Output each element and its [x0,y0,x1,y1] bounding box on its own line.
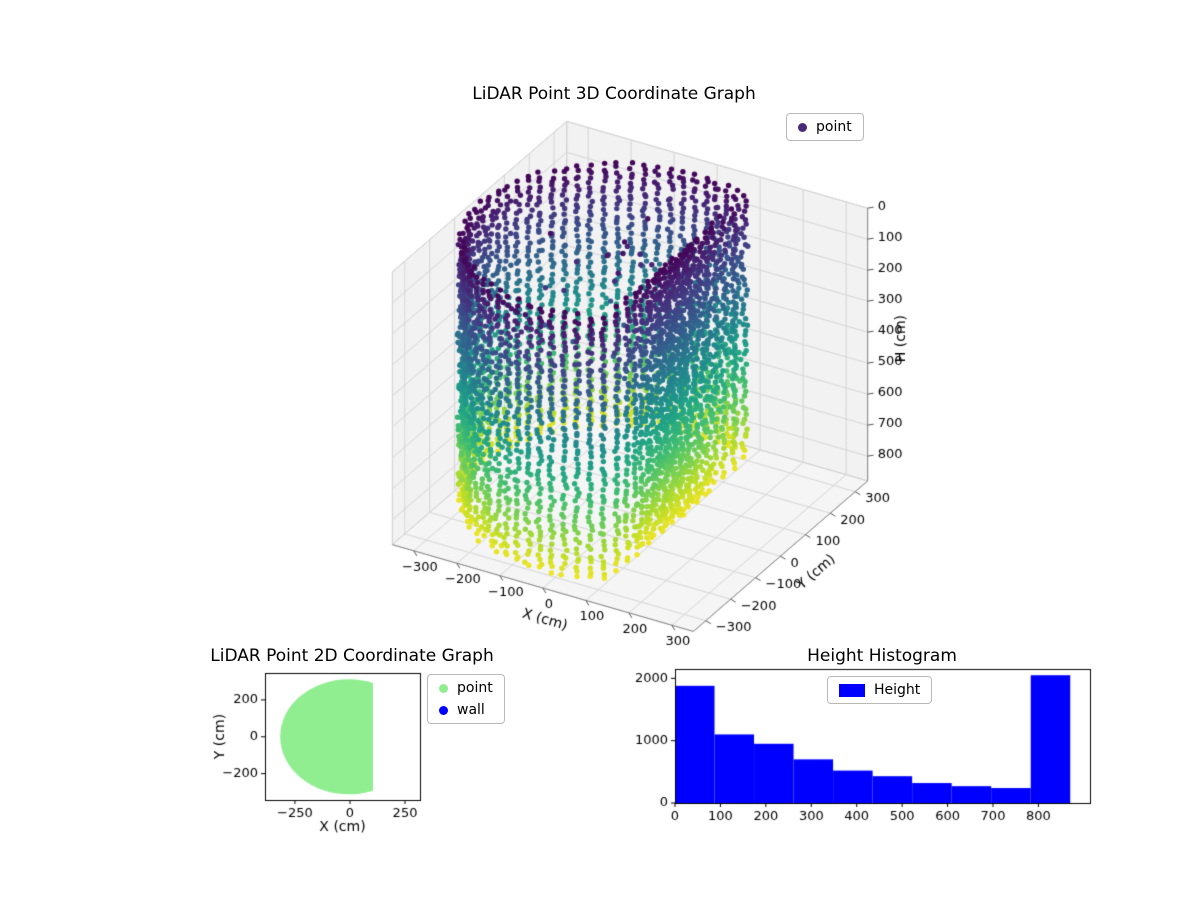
histogram-legend: Height [827,676,933,704]
legend-entry-wall: wall [439,701,493,719]
legend-label-point: point [816,119,852,135]
legend-entry-point: point [798,118,852,136]
histogram-title: Height Histogram [807,646,957,666]
height-patch-icon [839,683,865,697]
point-marker-icon [439,683,448,693]
plot-3d-point-cloud-canvas [320,100,940,660]
point-marker-icon [798,122,807,132]
plot-2d-scatter-canvas [200,660,440,845]
wall-marker-icon [439,705,448,715]
legend-label-wall: wall [457,702,485,718]
legend-label-point: point [457,680,493,696]
plot-3d-legend: point [786,113,864,141]
legend-entry-point: point [439,679,493,697]
plot-2d-legend: point wall [427,674,505,724]
legend-label-height: Height [874,682,921,698]
plot-2d-title: LiDAR Point 2D Coordinate Graph [210,646,494,666]
legend-entry-height: Height [839,681,920,699]
plot-3d-title: LiDAR Point 3D Coordinate Graph [472,84,756,104]
